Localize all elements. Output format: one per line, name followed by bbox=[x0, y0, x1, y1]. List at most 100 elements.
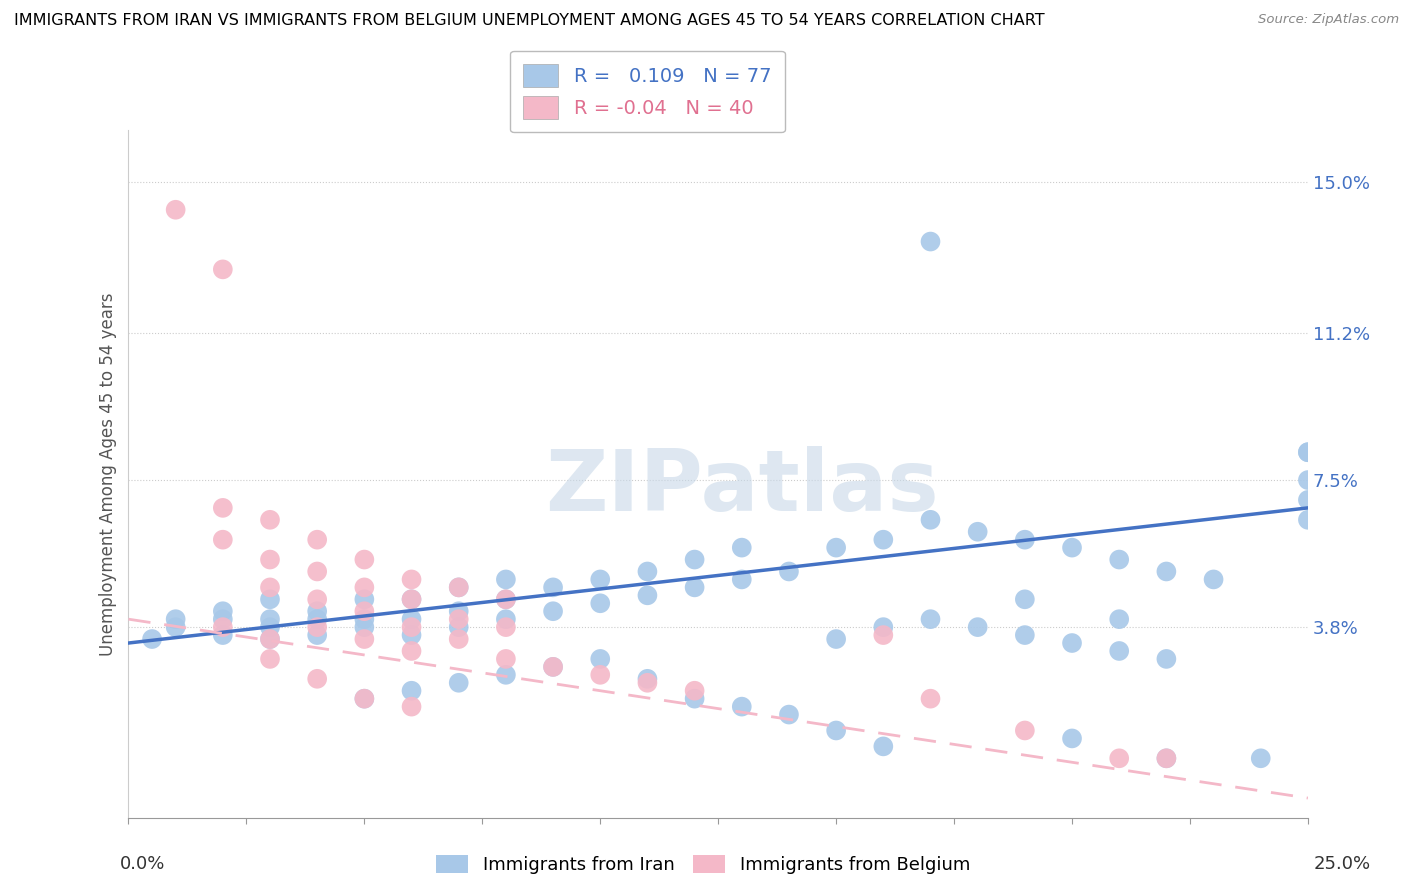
Point bbox=[1014, 628, 1036, 642]
Point bbox=[1250, 751, 1272, 765]
Text: ZIPatlas: ZIPatlas bbox=[546, 446, 939, 529]
Point bbox=[401, 628, 423, 642]
Point bbox=[307, 604, 329, 618]
Point bbox=[259, 620, 281, 634]
Point bbox=[683, 552, 706, 566]
Point bbox=[1108, 552, 1130, 566]
Point bbox=[353, 620, 375, 634]
Point bbox=[259, 513, 281, 527]
Point bbox=[1156, 751, 1178, 765]
Point bbox=[447, 604, 470, 618]
Point bbox=[141, 632, 163, 646]
Point bbox=[1014, 723, 1036, 738]
Legend: R =   0.109   N = 77, R = -0.04   N = 40: R = 0.109 N = 77, R = -0.04 N = 40 bbox=[510, 51, 785, 132]
Point bbox=[1060, 731, 1083, 746]
Point bbox=[353, 592, 375, 607]
Point bbox=[1202, 573, 1225, 587]
Legend: Immigrants from Iran, Immigrants from Belgium: Immigrants from Iran, Immigrants from Be… bbox=[429, 847, 977, 881]
Point bbox=[259, 592, 281, 607]
Point bbox=[307, 612, 329, 626]
Point bbox=[401, 699, 423, 714]
Point bbox=[353, 632, 375, 646]
Point bbox=[401, 612, 423, 626]
Point bbox=[165, 620, 187, 634]
Point bbox=[1296, 445, 1319, 459]
Point bbox=[683, 683, 706, 698]
Point bbox=[966, 620, 988, 634]
Point bbox=[259, 552, 281, 566]
Point bbox=[589, 652, 612, 666]
Point bbox=[541, 604, 564, 618]
Point bbox=[1060, 541, 1083, 555]
Point bbox=[920, 513, 942, 527]
Point bbox=[1014, 533, 1036, 547]
Point bbox=[259, 632, 281, 646]
Point bbox=[447, 612, 470, 626]
Point bbox=[401, 620, 423, 634]
Point bbox=[1156, 565, 1178, 579]
Point bbox=[353, 691, 375, 706]
Point bbox=[495, 620, 517, 634]
Point bbox=[307, 628, 329, 642]
Point bbox=[307, 592, 329, 607]
Point bbox=[1014, 592, 1036, 607]
Point bbox=[636, 588, 658, 602]
Point bbox=[825, 632, 848, 646]
Point bbox=[920, 691, 942, 706]
Point bbox=[872, 628, 894, 642]
Point bbox=[1060, 636, 1083, 650]
Point bbox=[353, 580, 375, 594]
Point bbox=[307, 533, 329, 547]
Point bbox=[1108, 751, 1130, 765]
Text: IMMIGRANTS FROM IRAN VS IMMIGRANTS FROM BELGIUM UNEMPLOYMENT AMONG AGES 45 TO 54: IMMIGRANTS FROM IRAN VS IMMIGRANTS FROM … bbox=[14, 13, 1045, 29]
Point bbox=[165, 612, 187, 626]
Point bbox=[307, 672, 329, 686]
Point bbox=[1108, 644, 1130, 658]
Point bbox=[683, 580, 706, 594]
Point bbox=[259, 580, 281, 594]
Point bbox=[778, 565, 800, 579]
Point bbox=[966, 524, 988, 539]
Point bbox=[401, 683, 423, 698]
Point bbox=[307, 620, 329, 634]
Point bbox=[636, 675, 658, 690]
Point bbox=[872, 620, 894, 634]
Point bbox=[731, 573, 754, 587]
Point bbox=[636, 565, 658, 579]
Point bbox=[872, 739, 894, 754]
Point bbox=[353, 604, 375, 618]
Point bbox=[353, 691, 375, 706]
Point bbox=[259, 632, 281, 646]
Point bbox=[589, 668, 612, 682]
Point bbox=[920, 235, 942, 249]
Point bbox=[259, 652, 281, 666]
Point bbox=[683, 691, 706, 706]
Point bbox=[541, 660, 564, 674]
Point bbox=[541, 580, 564, 594]
Point bbox=[495, 592, 517, 607]
Point bbox=[1156, 751, 1178, 765]
Point bbox=[495, 612, 517, 626]
Point bbox=[447, 580, 470, 594]
Point bbox=[1296, 473, 1319, 487]
Point bbox=[211, 500, 233, 515]
Point bbox=[1296, 492, 1319, 507]
Point bbox=[731, 699, 754, 714]
Point bbox=[825, 541, 848, 555]
Y-axis label: Unemployment Among Ages 45 to 54 years: Unemployment Among Ages 45 to 54 years bbox=[100, 293, 117, 656]
Point bbox=[259, 612, 281, 626]
Point bbox=[495, 573, 517, 587]
Point bbox=[447, 580, 470, 594]
Text: Source: ZipAtlas.com: Source: ZipAtlas.com bbox=[1258, 13, 1399, 27]
Point bbox=[447, 632, 470, 646]
Point bbox=[401, 592, 423, 607]
Point bbox=[353, 612, 375, 626]
Text: 25.0%: 25.0% bbox=[1313, 855, 1371, 872]
Point bbox=[401, 573, 423, 587]
Point bbox=[825, 723, 848, 738]
Point bbox=[1296, 445, 1319, 459]
Point bbox=[589, 596, 612, 610]
Point bbox=[1108, 612, 1130, 626]
Point bbox=[1296, 513, 1319, 527]
Point bbox=[589, 573, 612, 587]
